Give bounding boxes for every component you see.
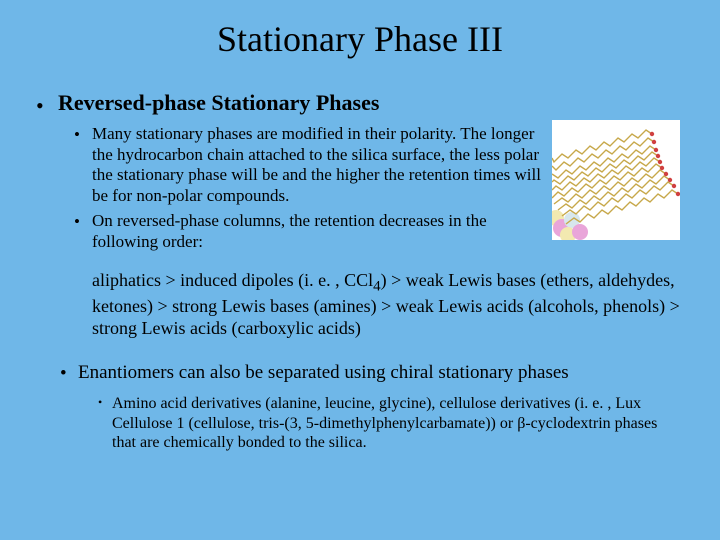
bullet-icon: •: [74, 125, 80, 146]
sub-bullet-text: Many stationary phases are modified in t…: [92, 124, 541, 205]
molecule-diagram: [552, 120, 680, 240]
section-heading-row: • Reversed-phase Stationary Phases: [40, 90, 680, 116]
bullet-icon: •: [60, 363, 67, 385]
sub2-bullet: • Amino acid derivatives (alanine, leuci…: [112, 394, 680, 453]
slide-title: Stationary Phase III: [40, 18, 680, 60]
sub-bullets-text: • Many stationary phases are modified in…: [92, 124, 544, 256]
bullet-icon: •: [98, 395, 102, 410]
sub-bullet-text: On reversed-phase columns, the retention…: [92, 211, 487, 251]
enantiomers-bullet: • Enantiomers can also be separated usin…: [78, 362, 680, 384]
sub-bullets-block: • Many stationary phases are modified in…: [92, 124, 680, 256]
order-text-pre: aliphatics > induced dipoles (i. e. , CC…: [92, 270, 373, 290]
slide: Stationary Phase III • Reversed-phase St…: [0, 0, 720, 540]
order-subscript: 4: [373, 279, 381, 295]
bullet-icon: •: [36, 93, 44, 119]
sub-bullet-item: • Many stationary phases are modified in…: [92, 124, 544, 207]
retention-order-paragraph: aliphatics > induced dipoles (i. e. , CC…: [92, 270, 680, 340]
sub-bullet-item: • On reversed-phase columns, the retenti…: [92, 211, 544, 252]
bullet-icon: •: [74, 212, 80, 233]
section: • Reversed-phase Stationary Phases • Man…: [40, 90, 680, 453]
enantiomers-text: Enantiomers can also be separated using …: [78, 362, 569, 383]
section-heading: Reversed-phase Stationary Phases: [58, 90, 379, 116]
